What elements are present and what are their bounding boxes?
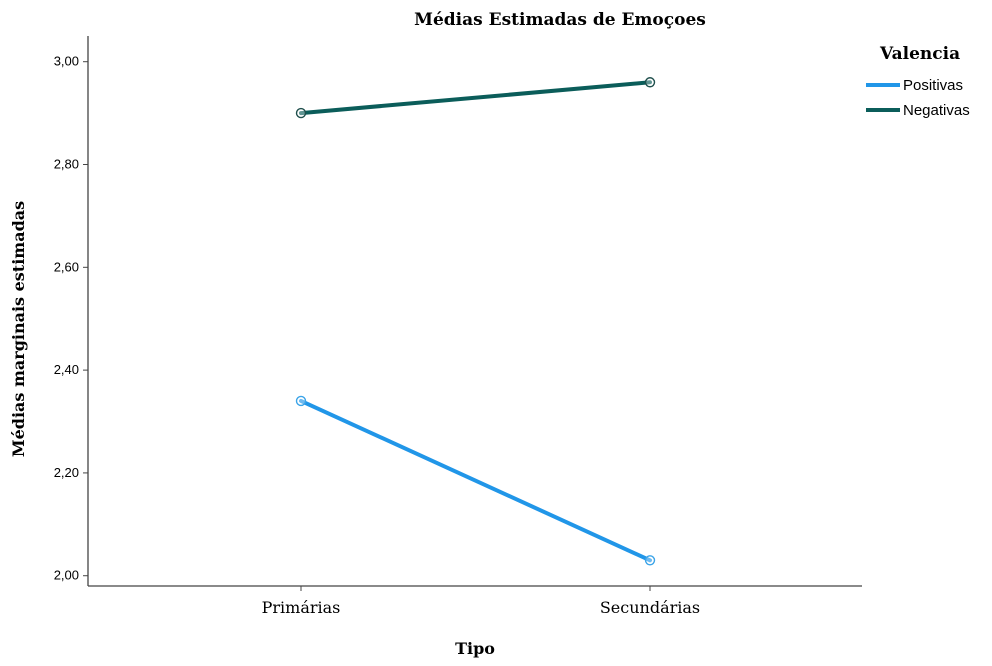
series-points (295, 77, 656, 566)
x-axis-title: Tipo (455, 639, 495, 658)
legend-item-positivas: Positivas (866, 77, 963, 94)
y-tick-label: 2,00 (54, 568, 79, 583)
x-tick-label: Secundárias (600, 598, 700, 617)
legend-items: Positivas Negativas (866, 77, 970, 119)
legend-label: Positivas (903, 77, 963, 94)
y-tick-label: 2,20 (54, 465, 79, 480)
legend-item-negativas: Negativas (866, 102, 970, 119)
data-point-negativas (295, 107, 307, 119)
legend-title: Valencia (879, 44, 960, 64)
chart-title: Médias Estimadas de Emoçoes (414, 10, 706, 30)
y-ticks: 2,00 2,20 2,40 2,60 2,80 3,00 (54, 54, 88, 583)
axes (87, 36, 862, 587)
series-line-positivas (299, 398, 652, 563)
x-tick-label: Primárias (262, 598, 341, 617)
y-tick-label: 3,00 (54, 54, 79, 69)
series-lines (299, 80, 652, 563)
data-point-negativas (644, 77, 656, 88)
y-tick-label: 2,80 (54, 157, 79, 172)
legend: Valencia Positivas Negativas (866, 44, 970, 119)
legend-label: Negativas (903, 102, 970, 119)
y-tick-label: 2,60 (54, 259, 79, 274)
y-tick-label: 2,40 (54, 362, 79, 377)
data-point-positivas (644, 555, 656, 566)
y-axis-title: Médias marginais estimadas (9, 201, 28, 457)
x-ticks: Primárias Secundárias (262, 586, 700, 617)
data-point-positivas (295, 395, 307, 407)
series-line-negativas (299, 80, 652, 116)
